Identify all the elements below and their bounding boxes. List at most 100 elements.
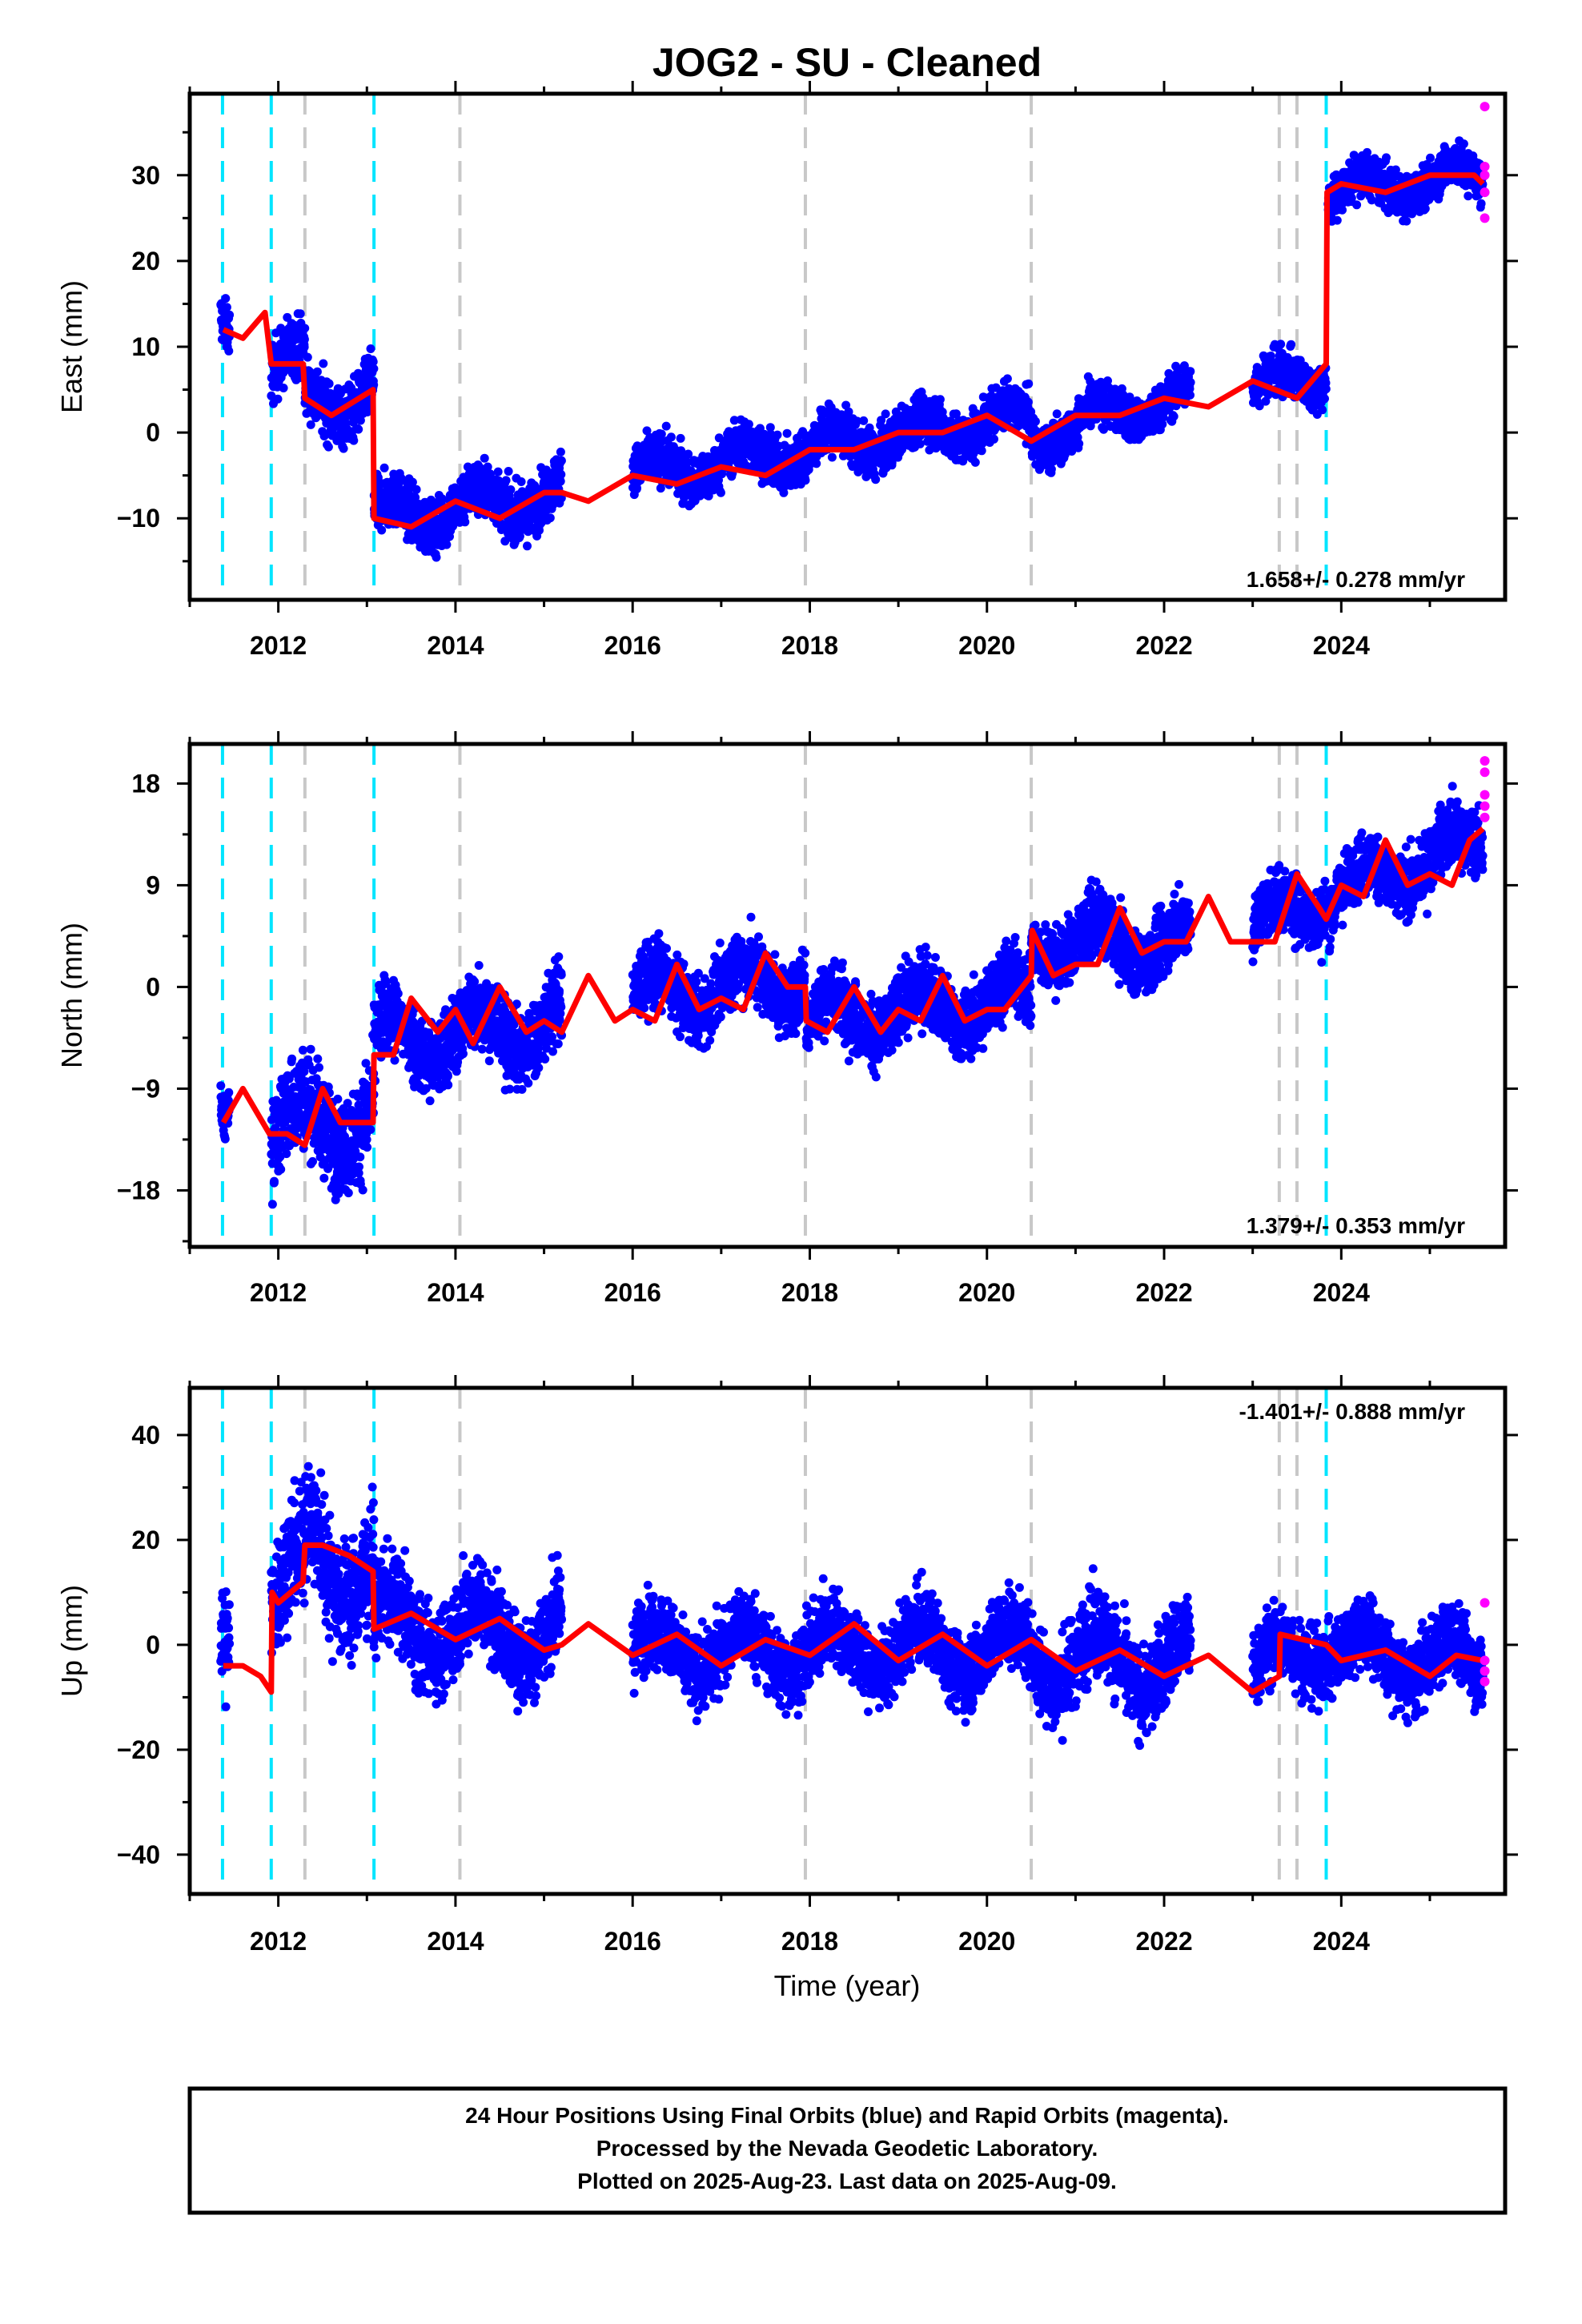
- final-orbit-point: [1158, 420, 1167, 429]
- final-orbit-point: [1349, 151, 1359, 160]
- final-orbit-point: [323, 442, 333, 452]
- plot-area: [216, 94, 1490, 600]
- final-orbit-point: [556, 456, 566, 465]
- final-orbit-point: [935, 395, 945, 404]
- final-orbit-point: [1169, 412, 1178, 421]
- final-orbit-point: [716, 488, 725, 497]
- final-orbit-point: [859, 416, 869, 425]
- final-orbit-point: [542, 465, 551, 475]
- panel-1: 2012 2014 2016 2018 2020 2022 20243020100−10Ea…: [55, 81, 1518, 660]
- final-orbit-point: [1052, 409, 1062, 419]
- final-orbit-point: [524, 527, 533, 537]
- final-orbit-point: [556, 447, 565, 456]
- final-orbit-point: [1420, 204, 1430, 214]
- final-orbit-point: [642, 426, 652, 436]
- final-orbit-point: [273, 394, 283, 404]
- final-orbit-point: [1103, 376, 1112, 385]
- final-orbit-point: [844, 407, 853, 416]
- final-orbit-point: [432, 553, 441, 562]
- final-orbit-point: [801, 476, 810, 485]
- final-orbit-point: [535, 525, 544, 535]
- final-orbit-point: [1023, 397, 1033, 407]
- final-orbit-point: [765, 423, 775, 432]
- final-orbit-point: [1332, 215, 1342, 225]
- final-orbit-point: [442, 540, 452, 549]
- final-orbit-point: [1352, 200, 1362, 210]
- final-orbit-point: [1276, 340, 1286, 349]
- final-orbit-point: [339, 444, 348, 453]
- final-orbit-point: [1185, 384, 1195, 393]
- final-orbit-point: [661, 421, 671, 431]
- final-orbit-point: [303, 352, 312, 362]
- final-orbit-point: [506, 485, 516, 494]
- final-orbit-point: [1287, 340, 1296, 349]
- final-orbit-point: [1030, 416, 1040, 426]
- final-orbit-point: [977, 446, 986, 456]
- final-orbit-point: [483, 462, 492, 472]
- final-orbit-point: [656, 429, 666, 439]
- final-orbit-point: [1338, 205, 1347, 215]
- final-orbit-point: [355, 416, 365, 425]
- final-orbit-point: [1426, 153, 1435, 163]
- final-orbit-point: [377, 525, 387, 535]
- final-orbit-point: [1318, 405, 1327, 415]
- final-orbit-point: [222, 303, 231, 312]
- final-orbit-point: [515, 532, 524, 541]
- final-orbit-point: [990, 434, 998, 444]
- final-orbit-point: [773, 430, 782, 440]
- final-orbit-point: [812, 459, 821, 468]
- final-orbit-point: [1086, 376, 1095, 386]
- final-orbit-point: [744, 420, 753, 429]
- chart-title: JOG2 - SU - Cleaned: [652, 40, 1042, 85]
- final-orbit-point: [279, 384, 288, 392]
- final-orbit-point: [299, 343, 309, 352]
- final-orbit-point: [1186, 367, 1195, 376]
- final-orbit-point: [704, 491, 713, 501]
- final-orbit-point: [460, 517, 470, 527]
- final-orbit-point: [369, 380, 379, 390]
- final-orbit-point: [1347, 193, 1356, 203]
- final-orbit-point: [1391, 165, 1400, 175]
- final-orbit-point: [881, 409, 890, 419]
- final-orbit-point: [684, 449, 693, 459]
- final-orbit-point: [493, 467, 503, 476]
- final-orbit-point: [1363, 147, 1372, 157]
- final-orbit-point: [676, 433, 685, 443]
- final-orbit-point: [1367, 195, 1376, 205]
- final-orbit-point: [1046, 464, 1056, 474]
- final-orbit-point: [556, 470, 566, 479]
- final-orbit-point: [1002, 374, 1012, 384]
- final-orbit-point: [354, 424, 363, 434]
- final-orbit-point: [782, 428, 792, 438]
- final-orbit-point: [500, 537, 510, 546]
- final-orbit-point: [666, 432, 676, 442]
- final-orbit-point: [951, 409, 961, 419]
- final-orbit-point: [1186, 390, 1195, 400]
- final-orbit-point: [366, 344, 375, 353]
- final-orbit-point: [1186, 378, 1195, 387]
- final-orbit-point: [853, 416, 862, 426]
- final-orbit-point: [368, 357, 378, 367]
- final-orbit-point: [1382, 153, 1391, 163]
- final-orbit-point: [486, 469, 495, 479]
- final-orbit-point: [516, 477, 526, 486]
- final-orbit-point: [717, 469, 727, 479]
- final-orbit-point: [295, 309, 305, 319]
- final-orbit-point: [480, 453, 489, 463]
- final-orbit-point: [408, 477, 417, 487]
- final-orbit-point: [1320, 394, 1329, 404]
- final-orbit-point: [1024, 379, 1034, 388]
- final-orbit-point: [523, 541, 532, 551]
- final-orbit-point: [225, 310, 235, 320]
- final-orbit-point: [1321, 384, 1331, 394]
- final-orbit-point: [412, 485, 421, 494]
- final-orbit-point: [1118, 390, 1128, 400]
- final-orbit-point: [915, 439, 925, 448]
- final-orbit-point: [970, 457, 980, 467]
- final-orbit-point: [319, 359, 328, 368]
- final-orbit-point: [379, 463, 389, 472]
- final-orbit-point: [827, 452, 837, 462]
- final-orbit-point: [224, 346, 234, 356]
- final-orbit-point: [324, 379, 334, 388]
